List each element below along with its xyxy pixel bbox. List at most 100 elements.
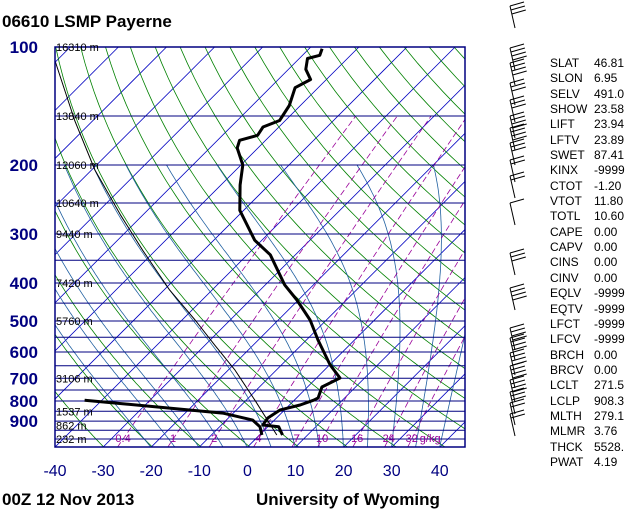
index-name: MLTH [550, 408, 582, 423]
index-name: SWET [550, 148, 585, 163]
index-value: 87.41 [594, 148, 625, 163]
wind-barb-feather [510, 379, 526, 385]
temperature-tick-label: 10 [287, 463, 305, 480]
index-row: PWAT 4.19 [550, 455, 625, 470]
index-value: -9999 [594, 332, 625, 347]
wind-barb-feather [510, 159, 526, 165]
wind-barb [509, 398, 526, 426]
wind-barb [509, 283, 527, 311]
parcel-profile [55, 59, 278, 436]
mixing-ratio-label: 32 [406, 433, 418, 445]
wind-barb-feather [510, 365, 526, 371]
wind-barb-feather [511, 9, 526, 15]
dry-adiabat-line [229, 47, 465, 311]
index-value: 0.00 [594, 270, 618, 285]
index-name: CINS [550, 255, 579, 270]
index-row: LCLP 908.3 [550, 394, 625, 409]
index-name: BRCV [550, 362, 584, 377]
height-label: 13840 m [56, 111, 99, 123]
index-name: EQLV [550, 286, 582, 301]
index-row: CINV 0.00 [550, 271, 625, 286]
wind-barb-feather [509, 138, 525, 144]
dry-adiabat-line [55, 47, 349, 447]
pressure-tick-label: 200 [10, 156, 38, 175]
wind-barb [509, 155, 526, 183]
temperature-tick-label: -20 [140, 463, 163, 480]
index-row: MLTH 279.1 [550, 409, 625, 424]
index-value: 491.0 [594, 86, 625, 101]
mixing-ratio-label: 16 [351, 433, 363, 445]
isotherm-line [295, 277, 465, 447]
isotherm-line [55, 47, 167, 160]
wind-barb-feather [511, 256, 526, 262]
pressure-tick-label: 900 [10, 412, 38, 431]
pressure-tick-label: 700 [10, 369, 38, 388]
wind-barb-feather [511, 291, 526, 297]
mixing-ratio-label: 0.4 [115, 433, 130, 445]
index-row: THCK 5528. [550, 440, 625, 455]
wind-barb-feather [509, 409, 525, 415]
wind-barb-feather [511, 146, 526, 152]
index-row: MLMR 3.76 [550, 424, 625, 439]
wind-barb-feather [512, 55, 527, 61]
index-value: -1.20 [594, 178, 622, 193]
index-value: 908.3 [594, 393, 625, 408]
temperature-tick-label: 0 [243, 463, 252, 480]
isotherm-line [55, 47, 312, 304]
wind-barb-feather [510, 252, 526, 258]
wind-barb [509, 409, 526, 437]
index-row: VTOT 11.80 [550, 194, 625, 209]
dry-adiabat-line [129, 47, 465, 430]
wind-barb [509, 78, 526, 106]
wind-barb-feather [511, 66, 526, 72]
wind-barb-feather [511, 86, 526, 92]
wind-barb-feather [510, 5, 526, 11]
isotherm-line [343, 325, 465, 447]
index-name: LFTV [550, 132, 580, 147]
index-value: 0.00 [594, 255, 618, 270]
wind-barb [509, 323, 527, 351]
index-name: CINV [550, 270, 579, 285]
height-label: 12060 m [56, 160, 99, 172]
index-row: LFCV -9999 [550, 332, 625, 347]
moist-adiabat-line [439, 332, 465, 447]
dry-adiabat-line [80, 47, 397, 447]
wind-barb [509, 348, 527, 376]
index-value: 23.58 [594, 102, 625, 117]
isotherm-line [102, 84, 465, 447]
temperature-tick-label: 30 [383, 463, 401, 480]
moist-adiabat-line [55, 247, 200, 447]
mixing-ratio-line [253, 118, 465, 447]
index-value: 0.00 [594, 362, 618, 377]
wind-barb [509, 138, 526, 166]
wind-barb [509, 361, 527, 389]
wind-barb-staff [509, 202, 516, 226]
index-row: BRCV 0.00 [550, 363, 625, 378]
index-row: BRCH 0.00 [550, 348, 625, 363]
wind-barb-feather [510, 142, 526, 148]
isotherm-line [246, 228, 465, 447]
mixing-ratio-label: 7 [294, 433, 300, 445]
wind-barb [509, 171, 526, 199]
pressure-tick-label: 400 [10, 274, 38, 293]
wind-barb-feather [510, 352, 526, 358]
wind-barb-feather [511, 331, 526, 337]
index-name: LCLP [550, 393, 581, 408]
moist-adiabat-line [64, 164, 248, 447]
index-value: -9999 [594, 301, 625, 316]
wind-barb [509, 198, 525, 226]
wind-barb-feather [512, 345, 527, 351]
index-row: SELV 491.0 [550, 87, 625, 102]
wind-barb-feather [509, 398, 525, 404]
height-label: 16310 m [56, 42, 99, 54]
index-value: 3.76 [594, 424, 618, 439]
moist-adiabat-line [55, 324, 152, 447]
dry-adiabat-line [304, 47, 465, 226]
moist-adiabat-line [125, 164, 296, 447]
dry-adiabat-line [154, 47, 465, 399]
wind-barb-feather [510, 175, 526, 181]
mixing-ratio-label: 2 [211, 433, 217, 445]
height-label: 7420 m [56, 278, 93, 290]
index-name: VTOT [550, 194, 582, 209]
index-name: SLAT [550, 56, 580, 70]
